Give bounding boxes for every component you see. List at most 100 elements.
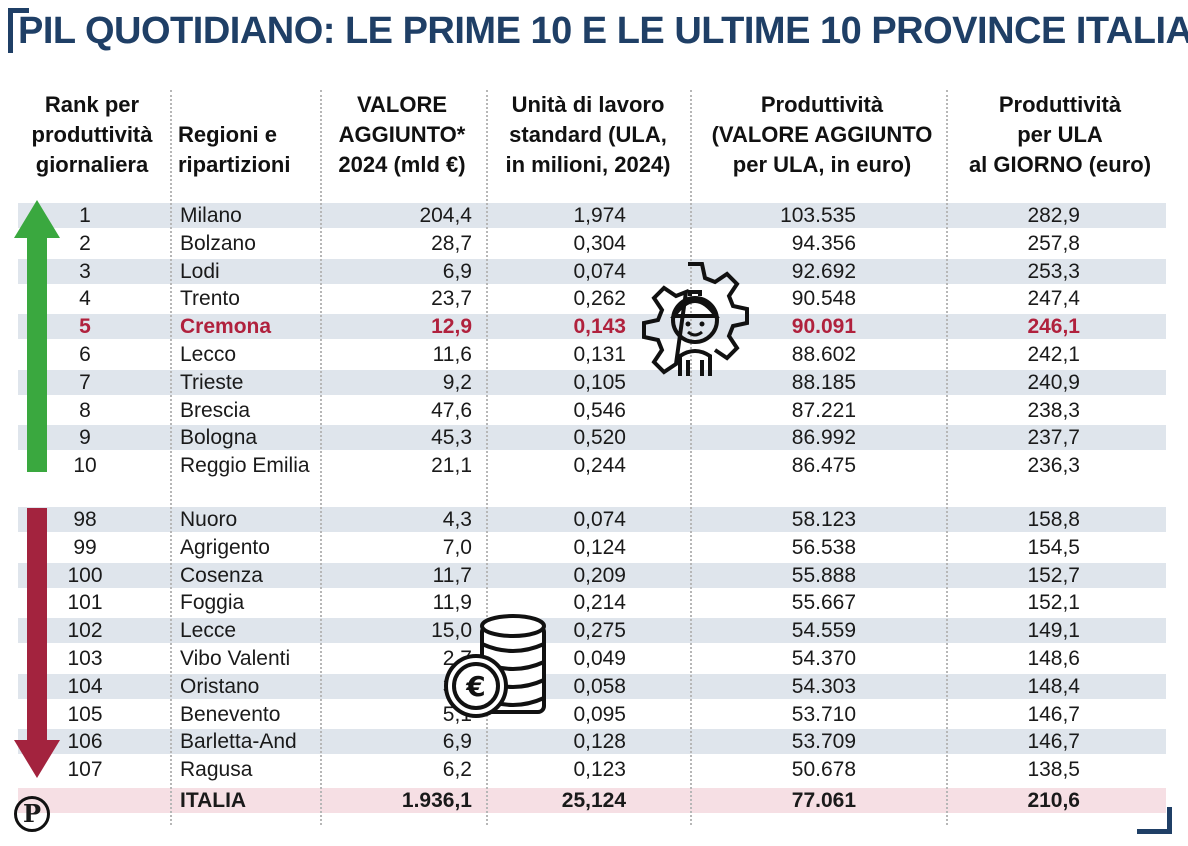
cell-ula: 0,244 [573, 454, 626, 478]
cell-rank: 4 [79, 287, 91, 311]
cell-produttivita: 55.888 [791, 563, 856, 587]
header-ula-line: standard (ULA, [509, 122, 667, 147]
cell-rank: 5 [79, 315, 91, 339]
cell-ula: 1,974 [573, 204, 626, 227]
total-row-band [18, 788, 1166, 813]
cell-rank: 103 [67, 647, 103, 670]
cell-region: Vibo Valenti [180, 647, 291, 670]
header-rank-line: produttività [31, 122, 153, 147]
header-region-line: ripartizioni [178, 152, 291, 177]
cell-region: Brescia [180, 398, 251, 422]
cell-rank: 105 [67, 702, 103, 726]
cell-region: Trento [180, 287, 240, 311]
cell-produttivita: 53.709 [791, 730, 856, 754]
cell-valore-aggiunto: 15,0 [431, 619, 472, 643]
cell-ula: 0,074 [573, 508, 626, 531]
cell-ula: 0,304 [573, 231, 626, 255]
cell-ula: 0,275 [573, 619, 626, 643]
corner-frame-bottom-right [1137, 807, 1172, 834]
cell-ula: 0,124 [573, 535, 626, 559]
cell-ula: 0,105 [573, 370, 626, 394]
cell-produttivita: 90.091 [791, 315, 856, 339]
cell-region: Nuoro [180, 508, 238, 531]
cell-region: Lodi [180, 259, 220, 283]
cell-produttivita: 103.535 [780, 204, 856, 227]
cell-produttivita: 88.185 [791, 370, 856, 394]
cell-produttivita: 88.602 [791, 343, 856, 366]
cell-valore-aggiunto: 6,9 [442, 730, 472, 754]
cell-rank [40, 787, 130, 814]
euro-coins-icon: € [444, 614, 546, 718]
gear-worker-icon [642, 262, 749, 376]
row-band [18, 729, 1166, 755]
chart-title: PIL QUOTIDIANO: LE PRIME 10 E LE ULTIME … [18, 10, 1188, 52]
cell-produttivita-giorno: 148,6 [1027, 647, 1080, 670]
cell-region: ITALIA [180, 789, 247, 812]
cell-region: Cosenza [180, 563, 263, 587]
cell-rank: 104 [67, 674, 103, 698]
cell-produttivita-giorno: 152,7 [1027, 563, 1080, 587]
header-valore-line: AGGIUNTO* [338, 122, 466, 147]
cell-region: Bologna [180, 426, 258, 450]
cell-valore-aggiunto: 1.936,1 [401, 789, 472, 812]
row-band [18, 507, 1166, 532]
cell-rank: 3 [79, 259, 91, 283]
cell-produttivita-giorno: 158,8 [1027, 508, 1080, 531]
cell-produttivita-giorno: 257,8 [1027, 231, 1080, 255]
row-band [18, 369, 1166, 395]
cell-valore-aggiunto: 28,7 [431, 231, 472, 255]
header-produttivita-line: (VALORE AGGIUNTO [711, 122, 933, 147]
row-band [18, 673, 1166, 699]
cell-valore-aggiunto: 11,6 [432, 343, 472, 366]
column-separator [690, 90, 692, 825]
column-separator [170, 90, 172, 825]
cell-valore-aggiunto: 47,6 [431, 398, 472, 422]
header-valore: VALORE AGGIUNTO* 2024 (mld €) [322, 90, 482, 180]
column-separator [320, 90, 322, 825]
cell-valore-aggiunto: 45,3 [431, 426, 472, 450]
cell-ula: 0,058 [573, 674, 626, 698]
cell-produttivita-giorno: 149,1 [1027, 619, 1080, 643]
cell-produttivita: 55.667 [791, 591, 856, 615]
cell-valore-aggiunto: 204,4 [419, 204, 472, 227]
row-band [18, 618, 1166, 644]
cell-rank: 106 [67, 730, 103, 754]
cell-produttivita: 94.356 [791, 231, 856, 255]
header-region-line: Regioni e [178, 122, 278, 147]
cell-produttivita: 50.678 [791, 758, 856, 782]
row-band [18, 203, 1166, 228]
header-valore-line: 2024 (mld €) [338, 152, 466, 177]
cell-produttivita: 54.370 [791, 647, 856, 670]
cell-produttivita-giorno: 154,5 [1027, 535, 1080, 559]
cell-produttivita-giorno: 146,7 [1027, 730, 1080, 754]
cell-produttivita-giorno: 152,1 [1027, 591, 1080, 615]
cell-valore-aggiunto: 11,7 [432, 563, 472, 587]
row-band [18, 562, 1166, 588]
cell-ula: 0,143 [573, 315, 626, 339]
cell-produttivita-giorno: 247,4 [1027, 287, 1080, 311]
cell-rank: 99 [73, 535, 97, 559]
cell-rank: 10 [73, 454, 97, 478]
cell-produttivita-giorno: 146,7 [1027, 702, 1080, 726]
header-ula-line: in milioni, 2024) [505, 152, 671, 177]
cell-region: Trieste [180, 370, 244, 394]
header-ula-line: Unità di lavoro [511, 92, 665, 117]
cell-rank: 1 [79, 204, 91, 227]
arrow-down-icon [14, 508, 60, 778]
cell-valore-aggiunto: 6,2 [442, 758, 472, 782]
cell-produttivita-giorno: 242,1 [1027, 343, 1080, 366]
cell-region: Barletta-And [180, 730, 297, 754]
arrow-up-icon [14, 200, 60, 472]
cell-produttivita: 58.123 [791, 508, 856, 531]
cell-valore-aggiunto: 6,9 [442, 259, 472, 283]
cell-valore-aggiunto: 7,0 [442, 535, 472, 559]
header-region: Regioni e ripartizioni [178, 120, 318, 180]
cell-produttivita: 54.303 [791, 674, 856, 698]
column-separator [946, 90, 948, 825]
corner-frame-top-left [8, 8, 29, 53]
header-valore-line: VALORE [356, 92, 448, 117]
row-band [18, 258, 1166, 284]
cell-rank: 8 [79, 398, 91, 422]
cell-produttivita: 56.538 [791, 535, 856, 559]
header-ula: Unità di lavoro standard (ULA, in milioni,… [488, 90, 688, 180]
